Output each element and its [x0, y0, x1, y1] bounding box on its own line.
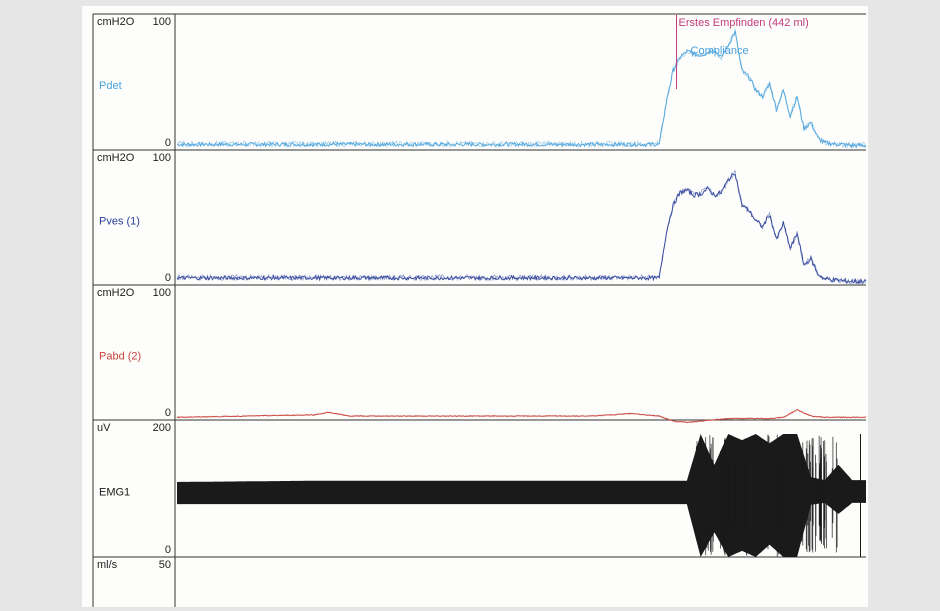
unit-label: cmH2O [97, 16, 135, 28]
channel-panel: cmH2O 100 0 Pdet Erstes Empfinden (442 ml) Co… [97, 15, 867, 149]
unit-label: ml/s [97, 559, 118, 571]
chart-svg: cmH2O 100 0 Pdet Erstes Empfinden (442 ml) Co… [92, 13, 867, 607]
scale-top-label: 100 [153, 152, 171, 164]
unit-label: cmH2O [97, 287, 135, 299]
scale-top-label: 100 [153, 16, 171, 28]
channel-panel: uV 200 0 EMG1 [97, 422, 866, 557]
channel-panel: ml/s 50 [97, 559, 171, 571]
urodynamic-chart: cmH2O 100 0 Pdet Erstes Empfinden (442 ml) Co… [82, 6, 868, 607]
scale-bottom-label: 0 [165, 407, 171, 419]
unit-label: cmH2O [97, 152, 135, 164]
unit-label: uV [97, 422, 111, 434]
annotation-label: Compliance [691, 45, 749, 57]
channel-panel: cmH2O 100 0 Pabd (2) [97, 287, 867, 424]
scale-bottom-label: 0 [165, 544, 171, 556]
channel-label: Pves (1) [99, 215, 140, 227]
trace-line [176, 30, 867, 149]
scale-bottom-label: 0 [165, 272, 171, 284]
annotation-label: Erstes Empfinden (442 ml) [679, 17, 809, 29]
emg-band [177, 434, 866, 557]
channel-label: EMG1 [99, 486, 130, 498]
scale-top-label: 200 [153, 422, 171, 434]
trace-line-shadow [176, 170, 867, 285]
channel-label: Pdet [99, 80, 122, 92]
scale-top-label: 50 [159, 559, 171, 571]
scale-top-label: 100 [153, 287, 171, 299]
channel-panel: cmH2O 100 0 Pves (1) [97, 152, 867, 285]
trace-line-shadow [176, 28, 867, 149]
trace-line-shadow [176, 409, 867, 423]
panel-frame [92, 13, 866, 607]
scale-bottom-label: 0 [165, 137, 171, 149]
channel-label: Pabd (2) [99, 350, 141, 362]
panels: cmH2O 100 0 Pdet Erstes Empfinden (442 ml) Co… [97, 15, 867, 571]
